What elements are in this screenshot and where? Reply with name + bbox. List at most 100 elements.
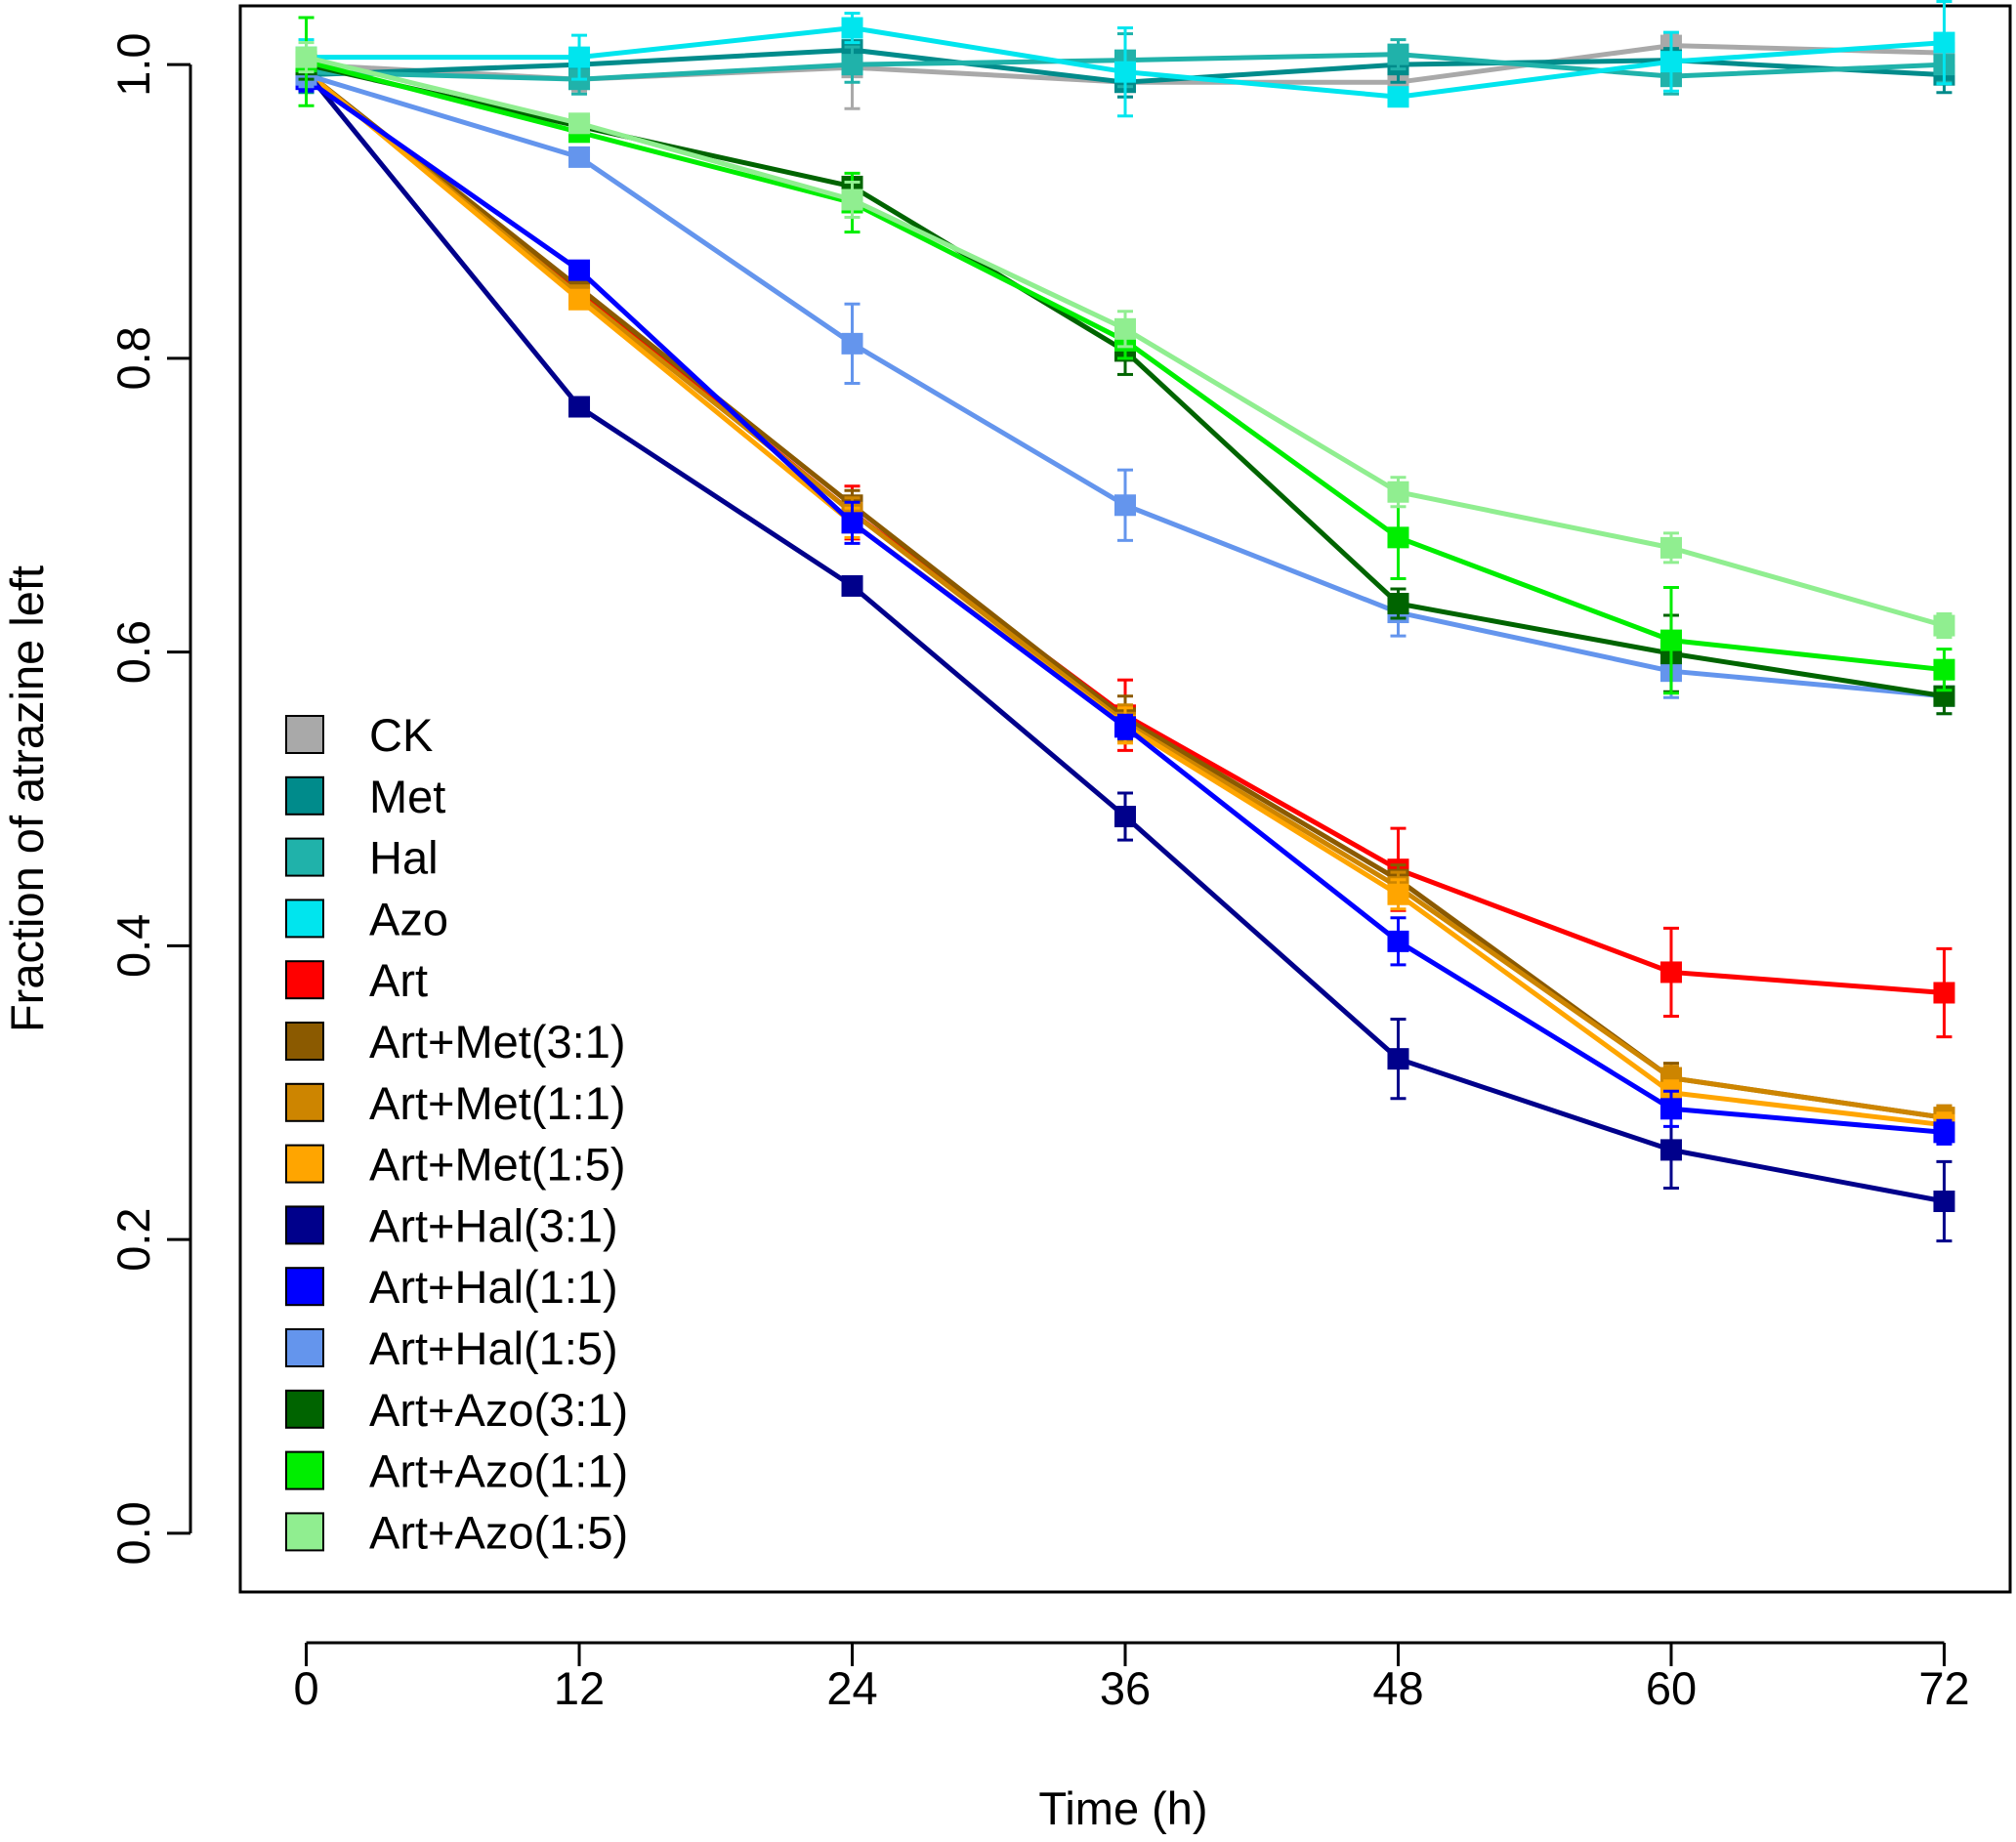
series-art-hal-1-5 — [295, 62, 1955, 716]
data-point — [1387, 481, 1409, 503]
data-point — [841, 512, 863, 534]
legend-swatch — [285, 1450, 324, 1490]
series-line — [304, 69, 1945, 1120]
legend-item: Azo — [285, 893, 448, 944]
series-line — [305, 72, 1945, 699]
data-point — [568, 146, 591, 168]
legend-label: Art+Azo(3:1) — [369, 1384, 628, 1436]
legend-swatch — [285, 1082, 324, 1122]
series-art-hal-1-1 — [295, 65, 1955, 1146]
series-line — [305, 62, 1945, 699]
legend-item: Art+Hal(3:1) — [285, 1199, 618, 1251]
legend-label: Art+Hal(3:1) — [369, 1199, 618, 1251]
legend-item: Art+Met(1:5) — [285, 1139, 626, 1191]
legend-label: Met — [369, 771, 445, 822]
series-azo — [295, 0, 1955, 118]
legend-item: Art+Hal(1:1) — [285, 1261, 618, 1313]
legend-swatch — [285, 1389, 324, 1429]
legend-label: Art+Hal(1:1) — [369, 1261, 618, 1313]
data-point — [1659, 961, 1682, 984]
data-point — [1933, 614, 1955, 637]
legend-swatch — [285, 715, 324, 754]
data-point — [295, 46, 317, 68]
data-point — [1387, 1048, 1409, 1070]
legend-item: Art+Azo(1:1) — [285, 1445, 628, 1497]
x-axis-title: Time (h) — [1038, 1782, 1207, 1834]
series-layer — [295, 0, 1955, 1243]
series-art — [295, 56, 1955, 1039]
x-tick-label: 48 — [1372, 1662, 1423, 1714]
legend-item: Met — [285, 771, 445, 822]
data-point — [568, 259, 591, 281]
series-art-azo-3-1 — [295, 48, 1955, 716]
legend-swatch — [285, 1328, 324, 1367]
y-tick-label: 0.6 — [107, 620, 159, 684]
legend-swatch — [285, 1512, 324, 1552]
legend-label: Art+Met(1:5) — [369, 1139, 626, 1191]
data-point — [1933, 1121, 1955, 1144]
data-point — [1387, 43, 1409, 65]
legend-swatch — [285, 837, 324, 877]
y-axis-title: Fraction of atrazine left — [1, 565, 53, 1032]
data-point — [841, 574, 863, 597]
data-point — [1659, 536, 1682, 559]
legend-swatch — [285, 1144, 324, 1184]
data-point — [1933, 1191, 1955, 1213]
data-point — [1659, 629, 1682, 651]
legend-label: Art+Hal(1:5) — [369, 1322, 618, 1374]
legend-label: CK — [369, 709, 433, 761]
x-tick-label: 72 — [1918, 1662, 1969, 1714]
legend-swatch — [285, 775, 324, 816]
data-point — [1387, 86, 1409, 108]
data-point — [568, 288, 591, 311]
plot-frame — [238, 4, 2012, 1594]
legend-label: Art+Azo(1:1) — [369, 1445, 628, 1497]
series-art-azo-1-5 — [295, 41, 1955, 640]
data-point — [1114, 494, 1136, 517]
y-tick-label: 0.4 — [107, 914, 159, 978]
data-point — [1659, 1139, 1682, 1161]
legend-item: Art — [285, 954, 428, 1006]
legend-label: Art+Met(3:1) — [369, 1016, 626, 1068]
data-point — [1387, 593, 1409, 615]
legend-swatch — [285, 960, 324, 1000]
legend-item: Art+Azo(1:5) — [285, 1506, 628, 1558]
legend-label: Art+Azo(1:5) — [369, 1506, 628, 1558]
y-tick-label: 0.8 — [107, 326, 159, 390]
data-point — [1114, 61, 1136, 83]
legend-label: Hal — [369, 832, 439, 884]
data-point — [1659, 1098, 1682, 1120]
x-tick-label: 60 — [1646, 1662, 1697, 1714]
y-tick-label: 0.0 — [107, 1501, 159, 1565]
data-point — [841, 54, 863, 76]
data-point — [1114, 716, 1136, 738]
x-tick-label: 12 — [554, 1662, 605, 1714]
data-point — [1387, 526, 1409, 549]
data-point — [568, 112, 591, 135]
data-point — [568, 46, 591, 68]
data-point — [1387, 883, 1409, 905]
data-point — [1933, 658, 1955, 681]
legend-item: Hal — [285, 832, 439, 884]
data-point — [1933, 982, 1955, 1004]
y-tick-label: 0.2 — [107, 1207, 159, 1271]
legend-label: Art — [369, 954, 428, 1006]
series-art-met-1-1 — [295, 59, 1955, 1131]
data-point — [1659, 51, 1682, 73]
legend-label: Azo — [369, 893, 448, 944]
y-axis: 0.0 0.2 0.4 0.6 0.8 1.0 — [107, 32, 192, 1566]
x-tick-label: 0 — [293, 1662, 318, 1714]
legend-item: CK — [285, 709, 433, 761]
legend-swatch — [285, 1205, 324, 1245]
legend-swatch — [285, 899, 324, 939]
legend-item: Art+Hal(1:5) — [285, 1322, 618, 1374]
y-tick-label: 1.0 — [107, 32, 159, 96]
data-point — [568, 396, 591, 418]
legend-swatch — [285, 1022, 324, 1061]
legend: CK Met Hal Azo Art Art+Met(3:1) Art+Met(1:1) Ar… — [285, 709, 628, 1558]
x-tick-label: 36 — [1100, 1662, 1151, 1714]
x-axis: 0 12 24 36 48 60 72 — [293, 1641, 1970, 1714]
series-line — [304, 69, 1945, 1128]
